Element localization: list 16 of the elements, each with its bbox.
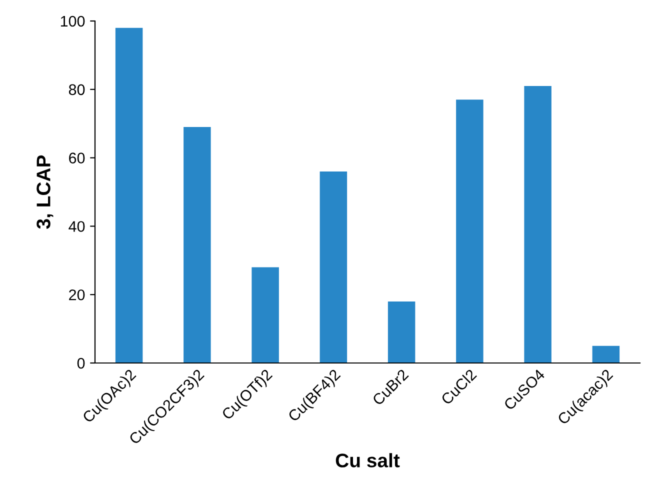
y-tick-label: 80 [68,84,85,96]
bar [456,100,484,363]
bar [524,86,552,363]
bar [388,301,416,363]
y-tick-label: 0 [77,358,85,369]
y-tick-label: 100 [60,16,85,27]
bar [252,267,279,363]
bar [592,346,620,363]
y-tick-label: 60 [69,152,85,164]
y-tick-label: 20 [69,289,85,300]
bar [320,171,348,363]
y-tick-label: 40 [68,221,85,232]
x-axis-title: Cu salt [336,453,400,468]
y-axis-title: 3, LCAP [36,155,54,229]
bar [115,28,143,363]
bar [184,127,211,363]
